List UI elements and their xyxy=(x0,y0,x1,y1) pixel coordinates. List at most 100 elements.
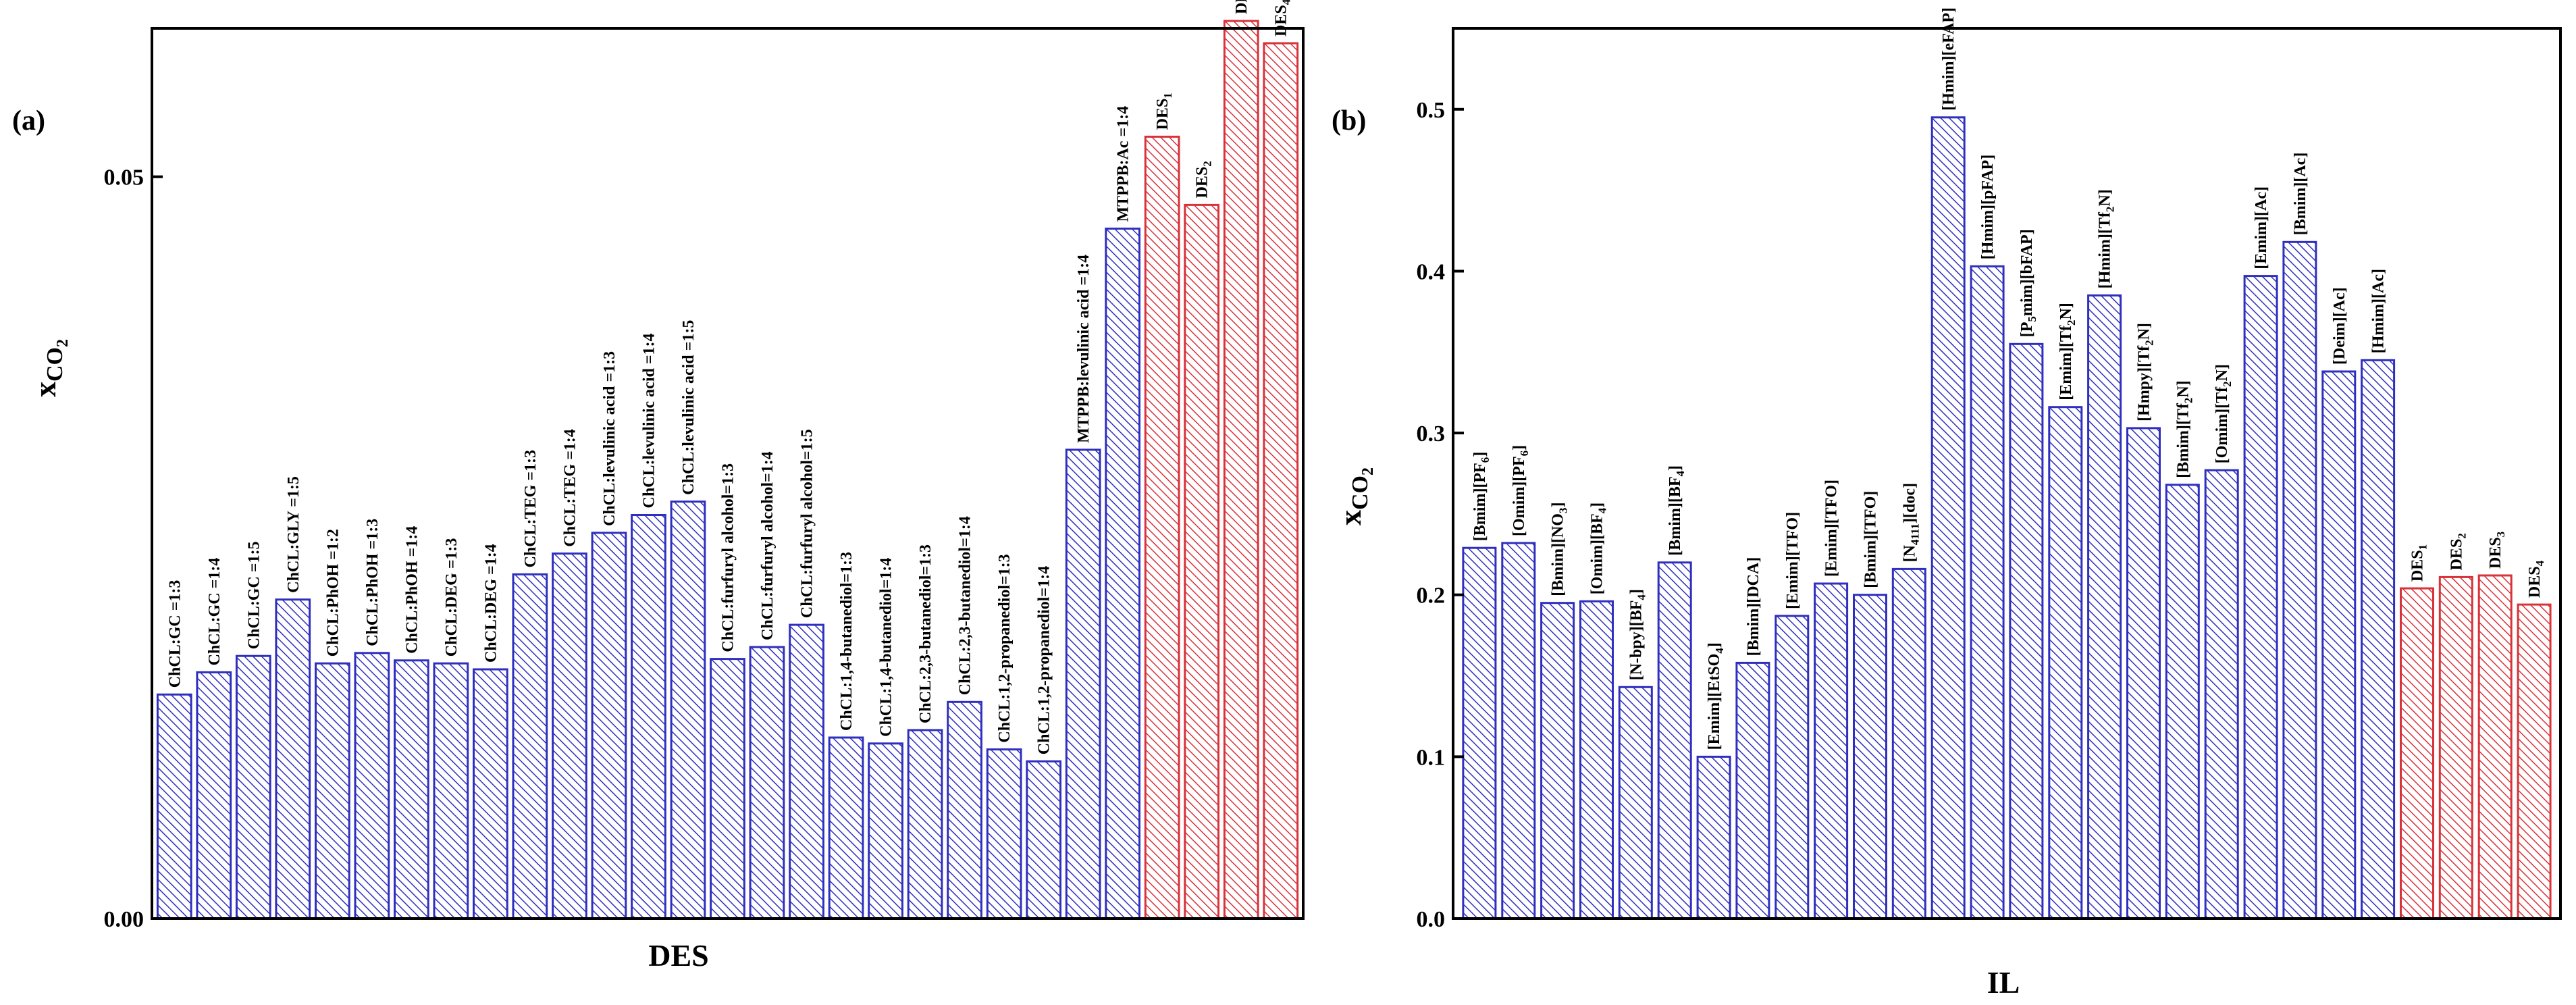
a-bar-label-24: MTPPB:levulinic acid =1:4 xyxy=(1075,255,1093,443)
b-bar-12 xyxy=(1891,567,1926,920)
a-bar-label-26: DES1 xyxy=(1154,93,1174,130)
b-bar-25 xyxy=(2400,587,2434,920)
b-bar-label-21: [Emim][Ac] xyxy=(2253,186,2270,269)
a-bar-29 xyxy=(1263,42,1299,920)
b-bar-label-27: DES3 xyxy=(2487,532,2507,569)
panel-a-bar-labels: ChCL:GC =1:3 ChCL:GC =1:4 ChCL:GC =1:5 ChCL… xyxy=(166,0,1292,754)
a-bar-label-15: ChCL:furfuryl alcohol=1:3 xyxy=(720,463,737,652)
b-bar-15 xyxy=(2009,342,2044,920)
b-bar-label-7: [Emim][EtSO4] xyxy=(1706,642,1726,750)
b-bar-19 xyxy=(2165,484,2200,920)
b-bar-label-8: [Bmim][DCA] xyxy=(1745,557,1762,656)
panel-a-ylabel-sub: CO xyxy=(43,347,68,382)
a-ytick-label-1: 0.00 xyxy=(104,907,144,932)
a-bar-label-7: ChCL:PhOH =1:4 xyxy=(403,526,421,654)
a-bar-20 xyxy=(907,729,943,920)
b-bar-label-23: [Deim][Ac] xyxy=(2331,287,2348,365)
a-ytick-label-2: 0.05 xyxy=(104,165,144,190)
panel-b-x-axis-title: IL xyxy=(1987,965,2020,1000)
panel-b-y-axis: 0.0 0.1 0.2 0.3 0.4 0.5 xyxy=(1417,98,1464,932)
b-bar-21 xyxy=(2243,275,2278,920)
panel-b-plot-frame xyxy=(1452,27,2562,920)
b-bar-24 xyxy=(2361,359,2396,920)
a-bar-label-23: ChCL:1,2-propanediol=1:4 xyxy=(1036,566,1053,754)
a-bar-label-12: ChCL:levulinic acid =1:3 xyxy=(601,351,619,526)
b-bar-label-11: [Bmim][TFO] xyxy=(1862,491,1880,588)
a-bar-26 xyxy=(1144,135,1180,920)
a-bar-label-14: ChCL:levulinic acid =1:5 xyxy=(680,320,698,495)
b-bar-1 xyxy=(1462,546,1497,920)
a-bar-label-22: ChCL:1,2-propanediol=1:3 xyxy=(996,554,1014,742)
b-ytick-label-2: 0.1 xyxy=(1417,745,1446,770)
panel-a-y-axis-title: xCO2 xyxy=(28,339,72,397)
b-ytick-label-4: 0.3 xyxy=(1417,421,1446,446)
a-bar-label-2: ChCL:GC =1:4 xyxy=(206,558,224,666)
panel-a-y-axis: 0.00 0.05 xyxy=(104,165,163,932)
a-bar-label-28: DES3 xyxy=(1233,0,1253,14)
a-bar-1 xyxy=(156,693,192,920)
b-bar-2 xyxy=(1501,542,1536,920)
a-bar-21 xyxy=(947,700,982,920)
a-bar-label-5: ChCL:PhOH =1:2 xyxy=(324,529,342,656)
a-bar-label-27: DES2 xyxy=(1194,161,1214,198)
a-bar-7 xyxy=(394,659,429,920)
b-bar-label-5: [N-bpy][BF4] xyxy=(1627,589,1648,680)
b-bar-9 xyxy=(1775,615,1810,920)
a-bar-12 xyxy=(591,532,627,920)
panel-a-bars xyxy=(156,20,1299,920)
b-bar-label-24: [Hmim][Ac] xyxy=(2370,269,2388,353)
b-ytick-label-5: 0.4 xyxy=(1417,260,1446,285)
b-bar-label-2: [Omim][PF6] xyxy=(1510,445,1531,536)
b-bar-28 xyxy=(2517,603,2552,920)
a-bar-13 xyxy=(631,514,666,920)
b-bar-11 xyxy=(1853,594,1887,920)
b-bar-label-25: DES1 xyxy=(2409,544,2429,582)
a-bar-5 xyxy=(315,662,350,920)
a-bar-17 xyxy=(789,623,824,920)
b-bar-16 xyxy=(2048,406,2083,920)
panel-a-x-axis-title: DES xyxy=(648,938,708,973)
b-bar-label-20: [Omim][Tf2N] xyxy=(2213,364,2234,463)
a-bar-8 xyxy=(433,662,469,920)
a-bar-label-9: ChCL:DEG =1:4 xyxy=(482,544,500,663)
b-bar-label-17: [Hmim][Tf2N] xyxy=(2097,189,2117,288)
panel-b: (b) xCO2 IL [Bmim][PF6][Omim][PF6][Bmim]… xyxy=(1332,7,2562,1000)
b-ytick-label-3: 0.2 xyxy=(1417,584,1446,609)
a-bar-23 xyxy=(1026,760,1062,920)
b-bar-label-6: [Bmim][BF4] xyxy=(1666,465,1687,556)
panel-b-ylabel-subsub: 2 xyxy=(1359,467,1377,475)
b-bar-label-19: [Bmim][Tf2N] xyxy=(2174,380,2194,478)
b-bar-3 xyxy=(1540,602,1575,920)
a-bar-4 xyxy=(275,598,311,920)
b-bar-5 xyxy=(1618,686,1653,920)
a-bar-10 xyxy=(512,573,548,920)
a-bar-label-8: ChCL:DEG =1:3 xyxy=(443,538,461,657)
b-bar-label-22: [Bmim][Ac] xyxy=(2292,153,2309,236)
panel-a-ylabel-base: x xyxy=(28,382,62,397)
panel-b-bar-labels: [Bmim][PF6] [Omim][PF6] [Bmim][NO3] [Omim][… xyxy=(1471,7,2546,750)
a-bar-label-25: MTPPB:Ac =1:4 xyxy=(1115,106,1132,222)
b-bar-label-15: [P5mim][bFAP] xyxy=(2018,229,2039,337)
panel-b-y-axis-title: xCO2 xyxy=(1333,467,1377,525)
a-bar-label-21: ChCL:2,3-butanediol=1:4 xyxy=(957,516,974,695)
a-bar-label-6: ChCL:PhOH =1:3 xyxy=(364,519,382,646)
b-bar-22 xyxy=(2282,240,2317,920)
a-bar-11 xyxy=(552,552,587,920)
b-bar-17 xyxy=(2087,294,2122,920)
b-bar-label-9: [Emim][TFO] xyxy=(1784,512,1802,609)
b-bar-14 xyxy=(1970,265,2005,920)
b-bar-8 xyxy=(1735,661,1770,920)
a-bar-16 xyxy=(749,646,785,920)
a-bar-label-17: ChCL:furfuryl alcohol=1:5 xyxy=(799,429,816,618)
panel-b-ylabel-base: x xyxy=(1333,510,1367,525)
b-bar-label-13: [Hmim][eFAP] xyxy=(1940,7,1957,111)
panel-b-label: (b) xyxy=(1332,105,1366,136)
a-bar-label-16: ChCL:furfuryl alcohol=1:4 xyxy=(759,451,777,640)
panel-a-ylabel-subsub: 2 xyxy=(54,339,72,347)
panel-b-bars xyxy=(1462,116,2552,920)
panel-b-ylabel-sub: CO xyxy=(1348,475,1373,510)
a-bar-9 xyxy=(473,668,508,920)
b-bar-26 xyxy=(2438,575,2473,920)
svg-text:xCO2: xCO2 xyxy=(28,339,72,397)
